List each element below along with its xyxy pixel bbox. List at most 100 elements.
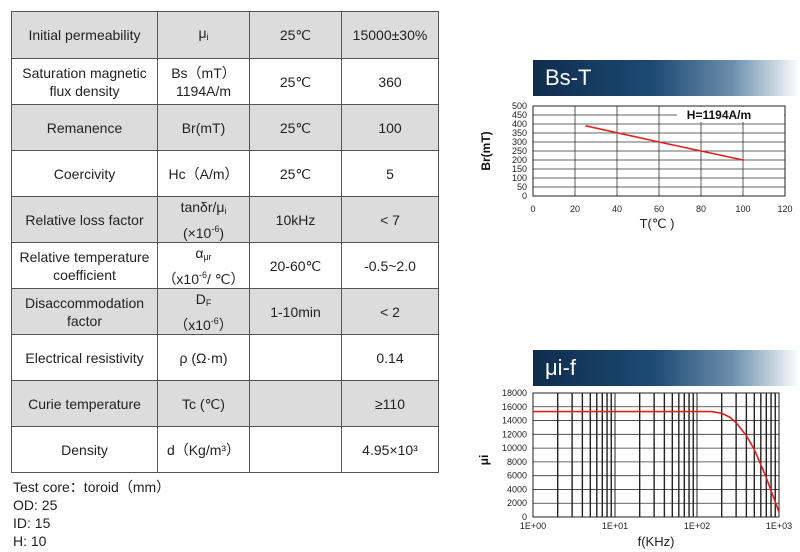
property-name: Saturation magnetic flux density <box>11 58 158 105</box>
bs-t-ytick-label: 200 <box>512 155 527 165</box>
bs-t-xtick-label: 40 <box>612 204 622 214</box>
property-name-text: Disaccommodation factor <box>24 294 145 329</box>
table-row: Relative temperature coefficient αμr （x10-… <box>11 242 439 289</box>
condition-text: 25℃ <box>279 165 312 182</box>
bs-t-ylabel: Br(mT) <box>479 131 493 170</box>
symbol-text: D <box>195 290 206 307</box>
property-value: 0.14 <box>341 334 439 381</box>
property-name-text: Remanence <box>46 119 123 136</box>
bs-t-ytick-label: 100 <box>512 173 527 183</box>
property-name: Initial permeability <box>11 11 158 59</box>
symbol-unit: 1194A/m <box>176 82 231 99</box>
table-row: Electrical resistivity ρ (Ω·m) 0.14 <box>11 334 439 381</box>
table-row: Density d（Kg/m³） 4.95×10³ <box>11 426 439 473</box>
mu-f-ytick-label: 0 <box>522 512 527 522</box>
property-symbol: Hc（A/m） <box>157 150 250 197</box>
value-text: 360 <box>378 73 402 90</box>
symbol-unit-b: ) <box>219 224 225 241</box>
property-name-text: Curie temperature <box>28 395 141 412</box>
value-text: 0.14 <box>376 349 404 366</box>
mu-f-ytick-label: 8000 <box>507 457 527 467</box>
symbol-text: ρ (Ω·m) <box>179 349 228 366</box>
property-name: Curie temperature <box>11 380 158 427</box>
bs-t-ytick-label: 500 <box>512 101 527 111</box>
bs-t-ytick-label: 50 <box>517 182 527 192</box>
bs-t-ytick-label: 300 <box>512 137 527 147</box>
test-condition: 25℃ <box>249 150 342 197</box>
table-row: Disaccommodation factor DF （x10-6） 1-10min <… <box>11 288 439 335</box>
property-value: -0.5~2.0 <box>341 242 439 289</box>
test-condition: 1-10min <box>249 288 342 335</box>
mu-f-ytick-label: 18000 <box>502 388 527 398</box>
bs-t-xtick-label: 100 <box>735 204 750 214</box>
symbol-unit-exponent: -6 <box>199 269 208 280</box>
mu-f-ytick-label: 4000 <box>507 484 527 494</box>
mu-f-ytick-label: 16000 <box>502 402 527 412</box>
symbol-unit-b: ） <box>218 316 233 333</box>
property-name-text: Relative loss factor <box>25 211 144 228</box>
symbol-subscript: i <box>206 32 209 42</box>
value-text: 15000±30% <box>352 27 428 43</box>
bs-t-annotation-bg <box>677 107 784 122</box>
property-value: < 7 <box>341 196 439 243</box>
condition-text: 10kHz <box>275 211 316 228</box>
property-name: Relative loss factor <box>11 196 158 243</box>
bs-t-xtick-label: 120 <box>777 204 792 214</box>
table-row: Coercivity Hc（A/m） 25℃ 5 <box>11 150 439 197</box>
bs-t-xtick-label: 0 <box>530 204 535 214</box>
test-core-title: Test core：toroid（mm） <box>13 479 171 495</box>
property-name-text: Density <box>61 441 108 458</box>
symbol-subscript: μr <box>203 251 212 262</box>
value-text: < 7 <box>380 211 400 228</box>
condition-text: 20-60℃ <box>269 257 322 274</box>
mu-f-ytick-label: 10000 <box>502 443 527 453</box>
symbol-text: Br(mT) <box>181 119 226 136</box>
condition-text: 25℃ <box>279 119 312 136</box>
property-symbol: Bs（mT） 1194A/m <box>157 58 250 105</box>
property-symbol: Br(mT) <box>157 104 250 151</box>
property-name-text: Saturation magnetic flux density <box>22 64 147 99</box>
mu-f-series-line <box>533 410 780 513</box>
property-name: Electrical resistivity <box>11 334 158 381</box>
condition-text: 25℃ <box>279 73 312 90</box>
bs-t-xtick-label: 20 <box>570 204 580 214</box>
bs-t-xtick-label: 80 <box>696 204 706 214</box>
property-symbol: Tc (℃) <box>157 380 250 427</box>
mu-f-plot-frame <box>532 392 780 518</box>
mu-f-xtick-label: 1E+01 <box>602 521 628 531</box>
bs-t-ytick-label: 0 <box>522 191 527 201</box>
property-symbol: d（Kg/m³） <box>157 426 250 473</box>
bs-t-series-line <box>585 125 744 161</box>
bs-t-ytick-label: 400 <box>512 119 527 129</box>
table-row: Remanence Br(mT) 25℃ 100 <box>11 104 439 151</box>
condition-text: 1-10min <box>270 303 321 320</box>
symbol-text: Bs（mT） <box>171 64 236 81</box>
bs-t-plot-frame <box>532 105 786 197</box>
table-row: Initial permeability μi 25℃ 15000±30% <box>11 11 439 59</box>
mu-f-ytick-label: 14000 <box>502 416 527 426</box>
mu-f-xtick-label: 1E+03 <box>766 521 792 531</box>
property-name: Disaccommodation factor <box>11 288 158 335</box>
mu-f-ytick-label: 6000 <box>507 471 527 481</box>
property-value: < 2 <box>341 288 439 335</box>
test-core-h: H: 10 <box>13 533 47 549</box>
bs-t-ytick-label: 150 <box>512 164 527 174</box>
mu-f-chart-title: μi-f <box>533 350 800 386</box>
symbol-unit-exponent: -6 <box>210 315 219 326</box>
bs-t-chart-title: Bs-T <box>533 60 800 96</box>
symbol-unit-b: / ℃） <box>207 270 245 287</box>
value-text: -0.5~2.0 <box>364 257 416 274</box>
property-name-text: Relative temperature coefficient <box>19 248 150 283</box>
symbol-unit-a: (×10 <box>182 224 212 241</box>
value-text: 4.95×10³ <box>362 441 418 458</box>
bs-t-xlabel: T(℃ ) <box>640 216 675 231</box>
property-symbol: DF （x10-6） <box>157 288 250 335</box>
mu-f-xtick-label: 1E+00 <box>520 521 546 531</box>
bs-t-ytick-label: 350 <box>512 128 527 138</box>
symbol-unit-a: （x10 <box>162 270 200 287</box>
property-value: 15000±30% <box>341 11 439 59</box>
mu-f-ytick-label: 12000 <box>502 429 527 439</box>
symbol-subscript: i <box>224 205 227 216</box>
value-text: < 2 <box>380 303 400 320</box>
